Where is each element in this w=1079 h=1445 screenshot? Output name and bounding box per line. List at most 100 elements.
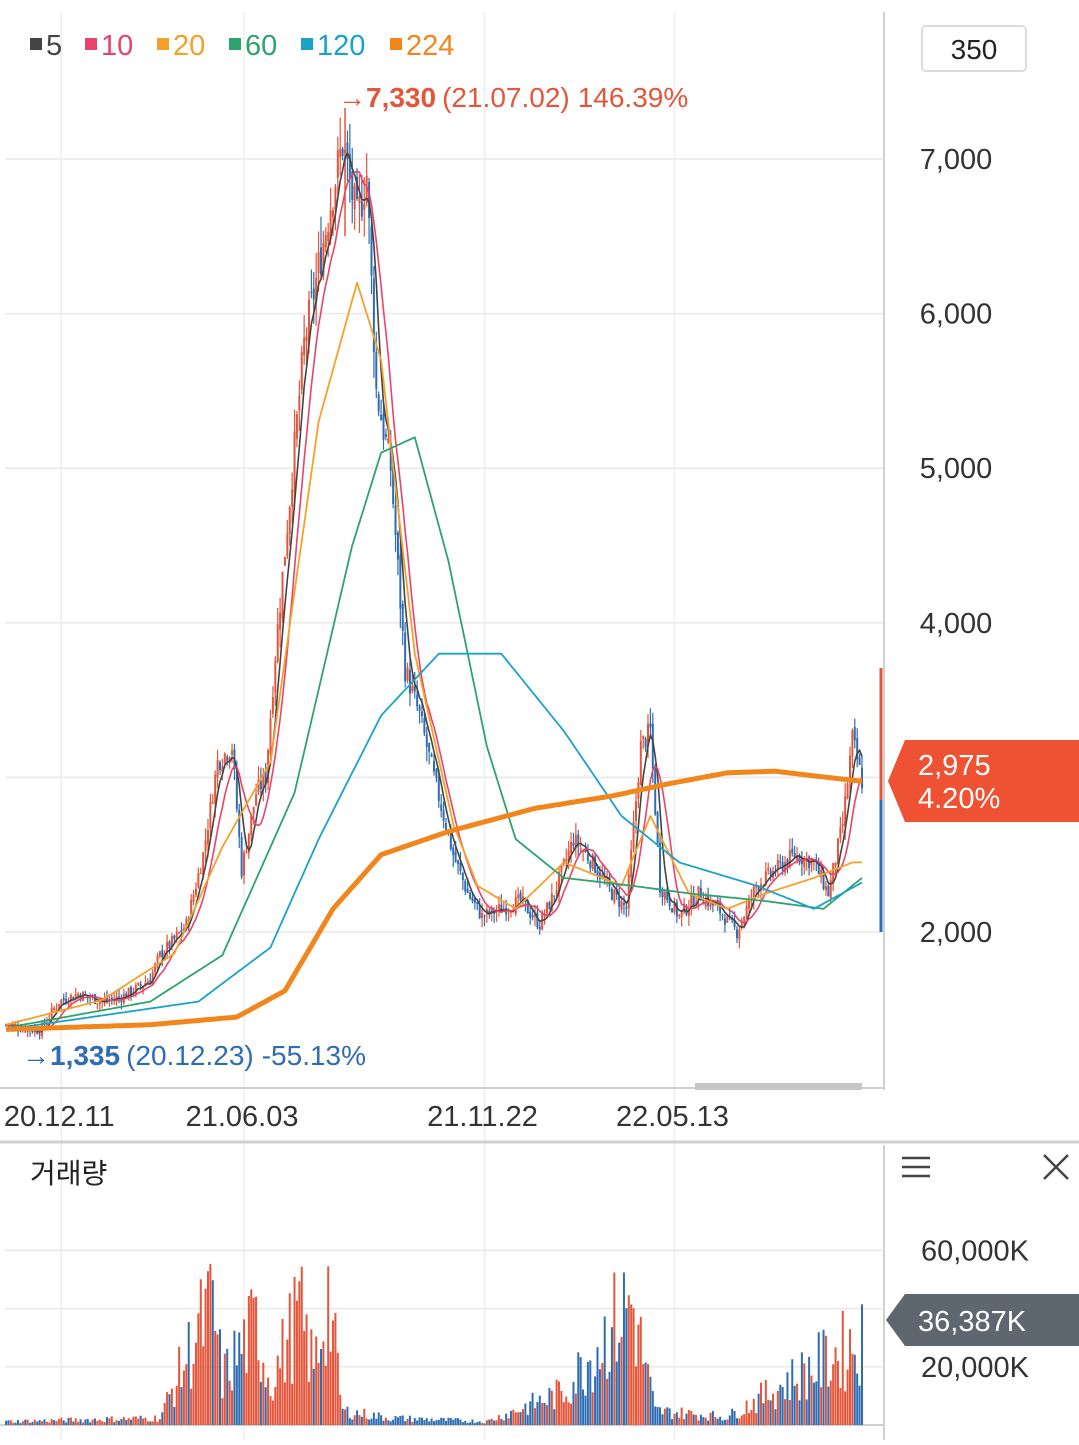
candle-body xyxy=(856,738,859,760)
candle-body xyxy=(363,204,366,211)
candle-body xyxy=(851,730,854,757)
volume-bar xyxy=(550,1390,553,1425)
legend-swatch-60 xyxy=(229,38,241,50)
volume-bar xyxy=(206,1271,209,1425)
candle-body xyxy=(853,727,856,741)
volume-bar xyxy=(553,1409,556,1425)
price-axis-labels: 2,000 4,000 5,000 6,000 7,000 xyxy=(920,144,993,949)
current-price-badge xyxy=(888,740,1079,822)
volume-bar xyxy=(380,1415,383,1425)
candle-body xyxy=(839,827,842,839)
y-tick-label: 2,000 xyxy=(920,917,993,949)
candle-body xyxy=(445,822,448,831)
close-icon[interactable] xyxy=(1043,1154,1069,1180)
candle-body xyxy=(469,892,472,899)
candle-body xyxy=(334,186,337,211)
candle-body xyxy=(161,950,164,958)
candle-body xyxy=(464,881,467,892)
candle-body xyxy=(483,915,486,917)
candle-body xyxy=(644,738,647,748)
volume-bar xyxy=(449,1418,452,1425)
volume-bar xyxy=(442,1417,445,1425)
volume-bar xyxy=(721,1420,724,1425)
volume-bar xyxy=(692,1414,695,1425)
volume-bar xyxy=(223,1353,226,1425)
legend-label-60: 60 xyxy=(245,30,277,62)
volume-bar xyxy=(810,1375,813,1425)
candle-body xyxy=(98,1001,101,1004)
candle-body xyxy=(577,834,580,847)
volume-bar xyxy=(252,1297,255,1425)
period-button-frame[interactable] xyxy=(921,25,1027,72)
volume-bar xyxy=(716,1418,719,1425)
candle-body xyxy=(454,851,457,862)
candle-body xyxy=(769,870,772,876)
volume-bar xyxy=(461,1422,464,1425)
y-tick-label: 5,000 xyxy=(920,453,993,485)
volume-bar xyxy=(812,1382,815,1425)
candle-body xyxy=(303,337,306,356)
candle-body xyxy=(437,776,440,801)
high-price: 7,330 xyxy=(366,82,436,113)
candle-body xyxy=(671,908,674,913)
volume-bar xyxy=(728,1415,731,1425)
volume-bar xyxy=(29,1423,32,1425)
candle-body xyxy=(175,932,178,938)
candle-body xyxy=(647,723,649,747)
volume-bar xyxy=(72,1421,75,1425)
volume-bar xyxy=(675,1412,678,1425)
candle-body xyxy=(582,851,585,853)
volume-bar xyxy=(447,1417,450,1425)
candle-body xyxy=(457,860,460,865)
scroll-bar[interactable] xyxy=(695,1083,862,1090)
volume-bar xyxy=(430,1418,433,1425)
volume-bar xyxy=(788,1400,791,1425)
period-button[interactable]: 350 xyxy=(951,34,998,65)
volume-bar xyxy=(464,1420,467,1425)
volume-bar xyxy=(358,1415,361,1425)
volume-bar xyxy=(760,1382,763,1425)
candle-body xyxy=(158,951,161,957)
volume-bar xyxy=(392,1419,395,1425)
volume-bar xyxy=(647,1364,649,1425)
candle-body xyxy=(803,857,806,868)
candle-body xyxy=(632,822,635,850)
volume-title: 거래량 xyxy=(30,1158,107,1189)
candle-body xyxy=(375,352,378,389)
volume-bar xyxy=(175,1385,178,1425)
volume-bar xyxy=(858,1385,861,1425)
candle-body xyxy=(312,288,315,300)
candle-body xyxy=(96,1003,99,1005)
volume-bar xyxy=(774,1409,777,1425)
volume-bar xyxy=(582,1389,585,1425)
volume-bar xyxy=(598,1369,601,1425)
volume-bar xyxy=(247,1295,250,1425)
candle-body xyxy=(305,336,308,342)
volume-bar xyxy=(384,1417,387,1425)
volume-bar xyxy=(695,1414,698,1425)
candle-body xyxy=(824,886,827,891)
menu-icon[interactable] xyxy=(902,1156,930,1178)
candle-body xyxy=(846,783,849,799)
volume-bar xyxy=(96,1420,99,1425)
volume-bar xyxy=(146,1421,149,1425)
volume-bar xyxy=(243,1319,246,1425)
volume-bar xyxy=(639,1316,642,1425)
candle-body xyxy=(57,1004,60,1007)
volume-bar xyxy=(161,1412,164,1425)
candle-body xyxy=(166,941,169,953)
candle-body xyxy=(738,929,741,940)
volume-bar xyxy=(310,1329,313,1425)
volume-bar xyxy=(822,1329,825,1425)
candle-body xyxy=(118,996,121,998)
volume-bar xyxy=(231,1390,234,1425)
volume-bar xyxy=(827,1386,830,1425)
candle-body xyxy=(286,533,289,557)
candle-body xyxy=(202,852,205,876)
candle-body xyxy=(356,176,359,199)
volume-bar xyxy=(699,1414,702,1425)
volume-bar xyxy=(649,1376,652,1425)
y-tick-label: 7,000 xyxy=(920,144,993,176)
volume-bar xyxy=(105,1417,108,1425)
